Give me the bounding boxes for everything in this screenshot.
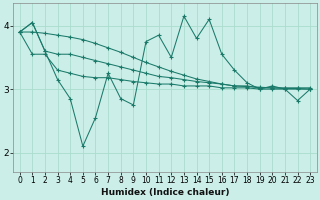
X-axis label: Humidex (Indice chaleur): Humidex (Indice chaleur) <box>101 188 229 197</box>
